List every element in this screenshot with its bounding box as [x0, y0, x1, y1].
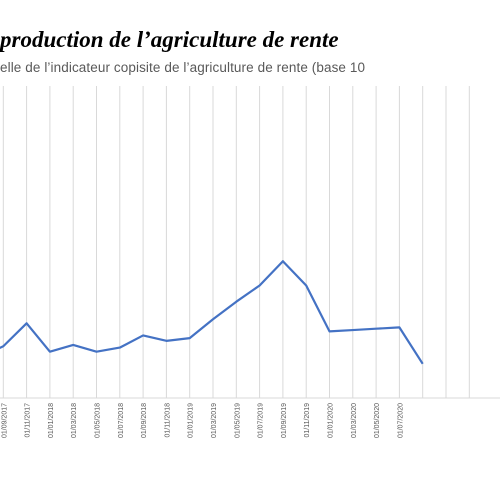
x-tick-label: 01/05/2018	[95, 403, 102, 438]
x-tick-label: 01/09/2019	[281, 403, 288, 438]
x-axis-tick-labels: 01/09/2017 01/11/2017 01/01/2018 01/03/2018…	[1, 403, 404, 438]
series-line	[0, 260, 424, 365]
x-tick-label: 01/03/2018	[71, 403, 78, 438]
x-tick-label: 01/01/2018	[48, 403, 55, 438]
x-tick-label: 01/03/2020	[351, 403, 358, 438]
x-tick-label: 01/01/2019	[188, 403, 195, 438]
chart-title: elle de l’indicateur copisite de l’agric…	[0, 61, 366, 75]
x-tick-label: 01/05/2019	[234, 403, 241, 438]
page-heading: production de l’agriculture de rente	[0, 27, 339, 52]
x-tick-label: 01/07/2018	[118, 403, 125, 438]
chart-gridlines	[0, 86, 500, 399]
x-tick-label: 01/07/2020	[397, 403, 404, 438]
x-tick-label: 01/07/2019	[258, 403, 265, 438]
x-tick-label: 01/01/2020	[328, 403, 335, 438]
x-tick-label: 01/09/2018	[141, 403, 148, 438]
chart-series	[0, 260, 424, 365]
x-tick-label: 01/05/2020	[374, 403, 381, 438]
x-tick-label: 01/09/2017	[1, 403, 8, 438]
x-tick-label: 01/11/2019	[304, 403, 311, 438]
x-tick-label: 01/11/2018	[164, 403, 171, 438]
x-tick-label: 01/03/2019	[211, 403, 218, 438]
x-tick-label: 01/11/2017	[25, 403, 32, 438]
